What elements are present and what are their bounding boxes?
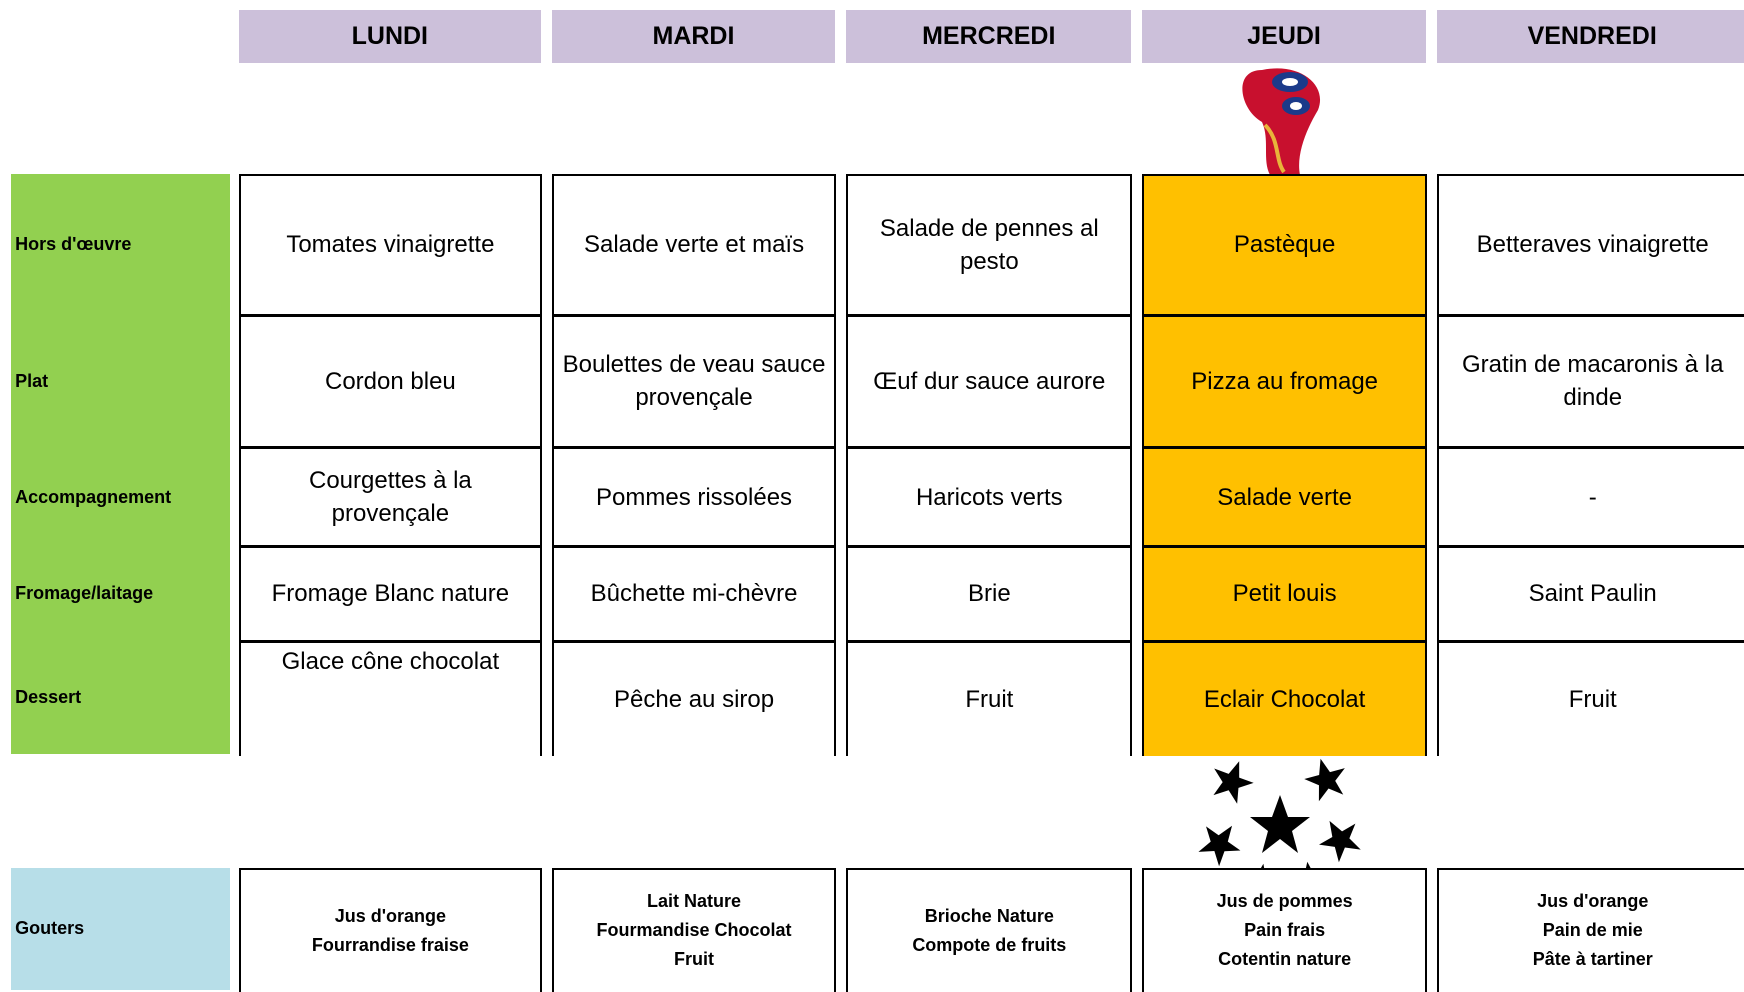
snack-cell: Jus de pommes Pain frais Cotentin nature — [1142, 867, 1427, 992]
snack-item: Fourrandise fraise — [311, 934, 469, 955]
menu-cell: Haricots verts — [846, 447, 1133, 548]
row-label: Accompagnement — [11, 447, 231, 548]
menu-cell: Pastèque — [1142, 173, 1427, 316]
menu-cell: Salade de pennes al pesto — [846, 173, 1133, 316]
day-header: LUNDI — [239, 10, 541, 64]
menu-cell: Pommes rissolées — [551, 447, 837, 548]
snack-item: Fourmandise Chocolat — [596, 920, 792, 941]
menu-cell: Betteraves vinaigrette — [1437, 173, 1744, 316]
menu-cell: Courgettes à la provençale — [239, 447, 542, 548]
snack-cell: Jus d'orange Pain de mie Pâte à tartiner — [1437, 867, 1744, 992]
menu-cell: Cordon bleu — [239, 314, 542, 449]
menu-cell: Gratin de macaronis à la dinde — [1437, 314, 1744, 449]
row-label: Fromage/laitage — [11, 546, 231, 642]
menu-cell: Boulettes de veau sauce provençale — [551, 314, 837, 449]
menu-cell: Salade verte — [1142, 447, 1427, 548]
day-header: MERCREDI — [846, 10, 1132, 64]
snack-item: Compote de fruits — [912, 934, 1067, 955]
menu-cell: Salade verte et maïs — [551, 173, 837, 316]
snack-cell: Brioche Nature Compote de fruits — [846, 867, 1133, 992]
day-header: VENDREDI — [1437, 10, 1744, 64]
menu-cell: Œuf dur sauce aurore — [846, 314, 1133, 449]
row-label: Hors d'œuvre — [11, 173, 231, 316]
menu-cell: Bûchette mi-chèvre — [551, 546, 837, 642]
menu-cell: Eclair Chocolat — [1142, 640, 1427, 757]
snack-item: Pain de mie — [1542, 920, 1643, 941]
menu-cell: Pizza au fromage — [1142, 314, 1427, 449]
menu-cell: Tomates vinaigrette — [239, 173, 542, 316]
snack-item: Fruit — [674, 949, 715, 970]
menu-cell: Petit louis — [1142, 546, 1427, 642]
snack-item: Brioche Nature — [924, 905, 1054, 926]
menu-cell: - — [1437, 447, 1744, 548]
menu-cell: Fruit — [1437, 640, 1744, 757]
menu-cell: Fromage Blanc nature — [239, 546, 542, 642]
row-label: Gouters — [11, 867, 231, 990]
snack-item: Jus d'orange — [1537, 891, 1649, 912]
menu-cell: Pêche au sirop — [551, 640, 837, 757]
menu-cell: Brie — [846, 546, 1133, 642]
snack-item: Jus de pommes — [1216, 891, 1353, 912]
snack-item: Lait Nature — [647, 891, 742, 912]
day-header: JEUDI — [1142, 10, 1426, 64]
row-label: Plat — [11, 314, 231, 449]
menu-cell: Fruit — [846, 640, 1133, 757]
menu-cell: Saint Paulin — [1437, 546, 1744, 642]
snack-cell: Jus d'orange Fourrandise fraise — [239, 867, 542, 992]
world-cup-logo — [1242, 68, 1321, 175]
row-label: Dessert — [11, 640, 231, 755]
snack-cell: Lait Nature Fourmandise Chocolat Fruit — [551, 867, 837, 992]
snack-item: Pain frais — [1244, 920, 1326, 941]
snack-item: Jus d'orange — [334, 905, 447, 926]
snack-item: Cotentin nature — [1218, 949, 1352, 970]
snack-item: Pâte à tartiner — [1532, 949, 1653, 970]
day-header: MARDI — [551, 10, 836, 64]
menu-cell: Glace cône chocolat — [239, 640, 542, 757]
